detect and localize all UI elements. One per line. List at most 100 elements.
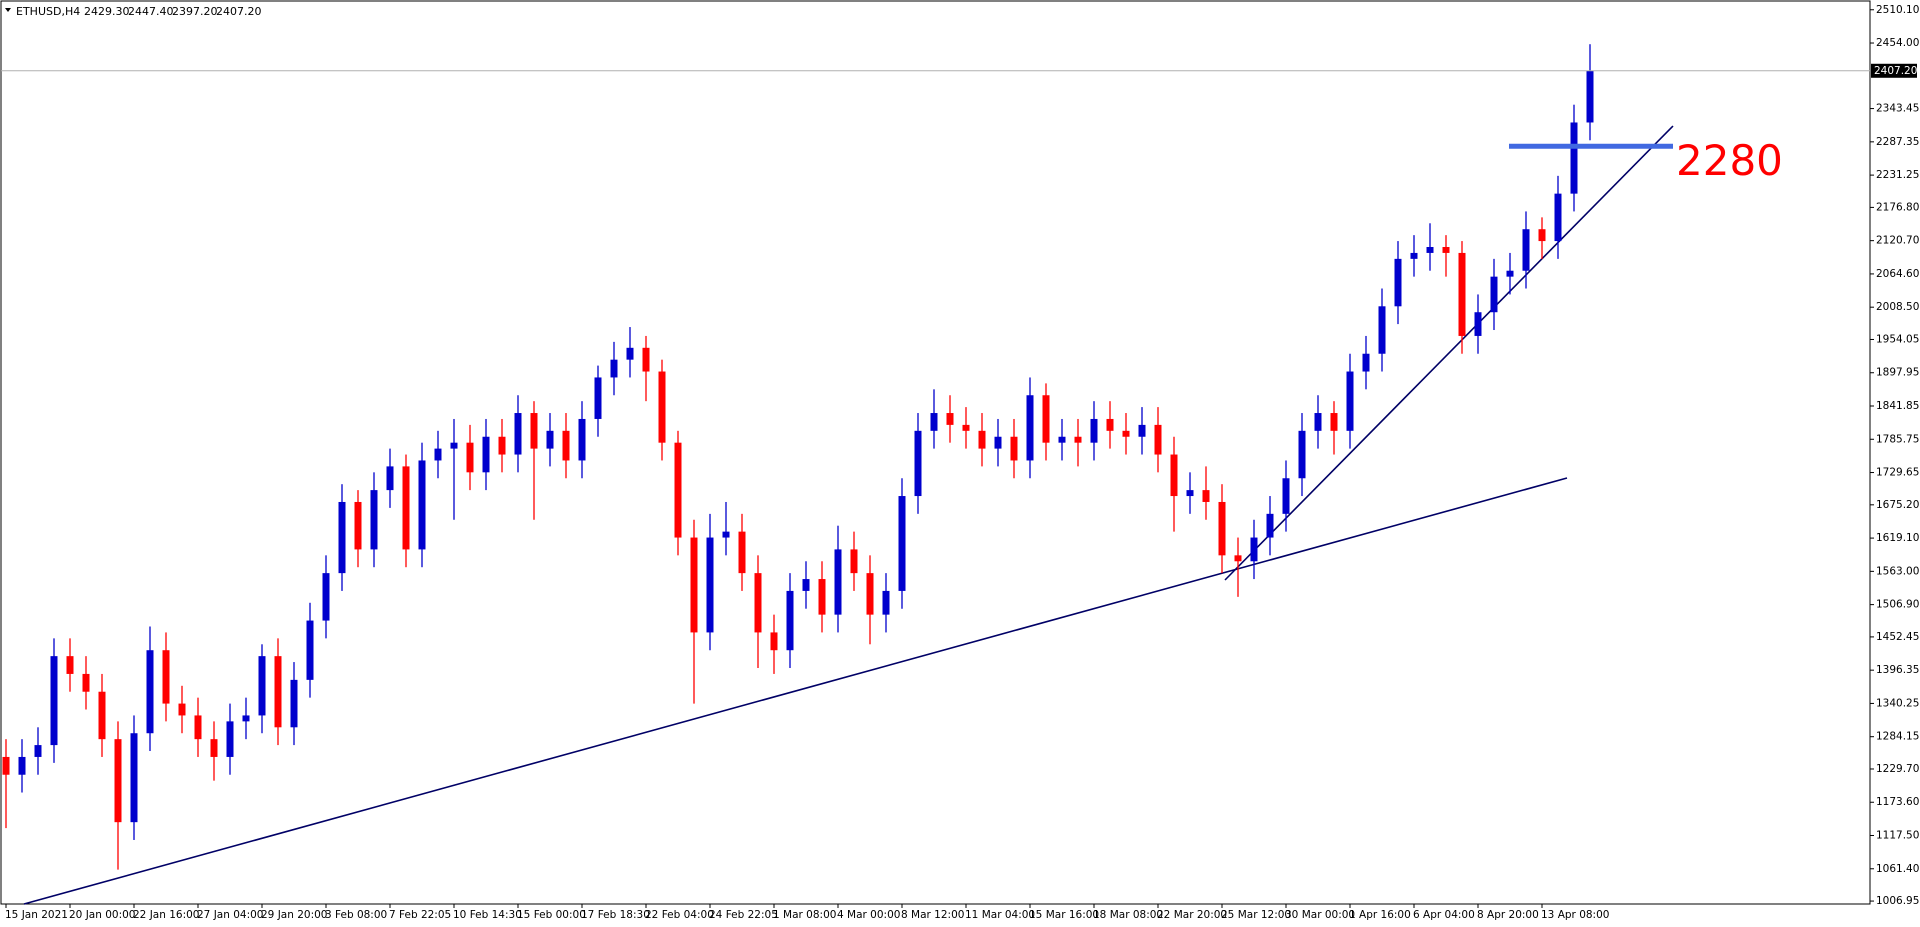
candle-body	[562, 430, 570, 461]
ohlc-value: 2429.30	[84, 5, 130, 18]
candle-body	[466, 442, 474, 473]
candle-body	[1026, 395, 1034, 461]
candle-body	[210, 739, 218, 757]
candle-body	[1490, 276, 1498, 313]
candle-body	[978, 430, 986, 449]
candle-body	[882, 590, 890, 615]
candle-body	[1106, 418, 1114, 431]
candle-body	[722, 531, 730, 538]
y-tick-label: 1675.20	[1876, 499, 1919, 511]
candle-body	[354, 501, 362, 550]
candle-body	[1170, 454, 1178, 497]
candle-body	[1330, 413, 1338, 431]
x-tick-label: 10 Feb 14:30	[453, 909, 522, 921]
candle-body	[1362, 353, 1370, 372]
x-tick-label: 1 Mar 08:00	[773, 909, 836, 921]
plot-frame	[0, 0, 1871, 905]
candle-body	[1266, 513, 1274, 538]
candle-body	[1570, 122, 1578, 194]
x-tick-label: 15 Mar 16:00	[1029, 909, 1099, 921]
candle-body	[1042, 395, 1050, 443]
candle-body	[674, 442, 682, 538]
candle-body	[34, 745, 42, 757]
x-tick-label: 3 Feb 08:00	[325, 909, 387, 921]
candle-body	[530, 413, 538, 449]
candle-body	[610, 359, 618, 378]
candle-body	[402, 466, 410, 550]
candle-body	[786, 590, 794, 651]
candle-body	[1186, 490, 1194, 497]
x-tick-label: 6 Apr 04:00	[1413, 909, 1475, 921]
candle-body	[626, 347, 634, 360]
candle-body	[1298, 430, 1306, 479]
candle-body	[1554, 193, 1562, 242]
candle-body	[194, 715, 202, 740]
y-tick-label: 2120.70	[1876, 235, 1919, 247]
x-tick-label: 24 Feb 22:05	[709, 909, 778, 921]
y-tick-label: 1284.15	[1876, 731, 1919, 743]
candle-body	[1410, 252, 1418, 259]
trendline	[23, 477, 1568, 905]
candle-body	[946, 413, 954, 425]
x-tick-label: 30 Mar 00:00	[1285, 909, 1355, 921]
candle-body	[1522, 229, 1530, 271]
y-tick-label: 1452.45	[1876, 631, 1919, 643]
candle-body	[802, 579, 810, 591]
y-tick-label: 1396.35	[1876, 664, 1919, 676]
candle-body	[1122, 430, 1130, 437]
y-tick-label: 1229.70	[1876, 763, 1919, 775]
candle-body	[434, 448, 442, 461]
candle-body	[642, 347, 650, 372]
price-tag-label: 2407.20	[1874, 65, 1917, 77]
candle-body	[994, 436, 1002, 449]
candle-body	[178, 703, 186, 716]
candle-body	[1202, 490, 1210, 502]
candle-body	[370, 490, 378, 550]
x-tick-label: 22 Jan 16:00	[133, 909, 199, 921]
x-tick-label: 22 Mar 20:00	[1157, 909, 1227, 921]
ohlc-value: 2447.40	[128, 5, 174, 18]
candle-body	[18, 756, 26, 775]
candle-body	[418, 460, 426, 550]
x-tick-label: 8 Apr 20:00	[1477, 909, 1539, 921]
candle-body	[322, 573, 330, 621]
candle-body	[338, 501, 346, 574]
ohlc-value: 2407.20	[216, 5, 262, 18]
candle-body	[1346, 371, 1354, 431]
candle-body	[130, 733, 138, 823]
candle-body	[706, 537, 714, 633]
x-tick-label: 15 Jan 2021	[5, 909, 68, 921]
candle-body	[1282, 478, 1290, 514]
candle-body	[850, 549, 858, 574]
x-tick-label: 8 Mar 12:00	[901, 909, 964, 921]
candle-body	[242, 715, 250, 722]
y-tick-label: 1954.05	[1876, 333, 1919, 345]
candle-body	[1458, 252, 1466, 336]
x-tick-label: 11 Mar 04:00	[965, 909, 1035, 921]
candle-body	[1426, 247, 1434, 253]
candle-body	[866, 573, 874, 615]
candle-body	[498, 436, 506, 455]
candle-body	[898, 496, 906, 591]
candle-body	[66, 656, 74, 674]
candle-body	[1538, 229, 1546, 242]
y-tick-label: 1006.95	[1876, 895, 1919, 907]
candle-body	[306, 620, 314, 680]
y-tick-label: 2287.35	[1876, 136, 1919, 148]
candle-body	[930, 413, 938, 431]
candle-body	[1138, 424, 1146, 437]
candle-body	[146, 650, 154, 734]
candle-body	[386, 466, 394, 491]
trendline	[1224, 125, 1674, 581]
candle-body	[1218, 501, 1226, 556]
level-label: 2280	[1676, 136, 1783, 185]
ohlc-value: 2397.20	[172, 5, 218, 18]
x-tick-label: 25 Mar 12:00	[1221, 909, 1291, 921]
candle-body	[1058, 436, 1066, 443]
menu-triangle	[5, 8, 11, 12]
y-tick-label: 2231.25	[1876, 169, 1919, 181]
candle-body	[1010, 436, 1018, 461]
